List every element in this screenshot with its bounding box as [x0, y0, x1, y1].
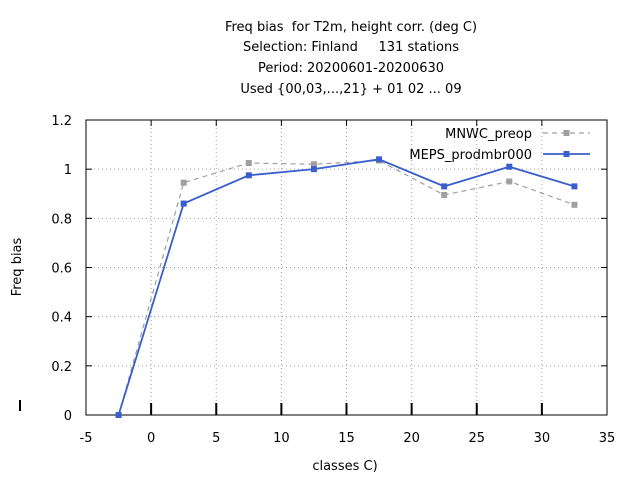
- legend-marker: [563, 151, 570, 157]
- x-tick-label: 30: [534, 431, 551, 446]
- axis-ticks: [86, 120, 607, 415]
- y-tick-label: 0.4: [51, 311, 72, 326]
- series-line: [117, 159, 575, 416]
- data-point: [310, 161, 317, 168]
- title-line-4: Used {00,03,...,21} + 01 02 ... 09: [240, 82, 462, 97]
- y-tick-label: 0: [64, 409, 72, 424]
- data-point: [571, 183, 578, 190]
- x-axis-tick-labels: -5 0 5 10 15 20 25 30 35: [80, 431, 616, 446]
- legend-label: MNWC_preop: [445, 127, 532, 142]
- data-point: [376, 156, 383, 163]
- title-line-3: Period: 20200601-20200630: [257, 61, 445, 76]
- data-point: [441, 183, 448, 190]
- data-point: [310, 166, 317, 173]
- x-axis-title: classes C): [312, 459, 377, 474]
- y-tick-label: 1: [64, 163, 72, 178]
- y-tick-label: 0.6: [51, 262, 72, 277]
- x-tick-label: 20: [403, 431, 420, 446]
- y-tick-label: 0.8: [51, 212, 72, 227]
- grid-lines: [86, 120, 607, 415]
- x-tick-label: 10: [273, 431, 290, 446]
- x-tick-label: 0: [147, 431, 155, 446]
- data-point: [115, 412, 122, 418]
- data-point: [506, 163, 513, 170]
- x-tick-label: -5: [80, 431, 93, 446]
- data-point: [180, 179, 187, 186]
- y-axis-title: Freq bias: [10, 237, 25, 296]
- data-point: [506, 178, 513, 185]
- series-layer: [115, 156, 578, 418]
- legend-label: MEPS_prodmbr000: [409, 148, 532, 163]
- data-point: [245, 160, 252, 167]
- x-tick-label: 15: [338, 431, 355, 446]
- x-tick-label: 35: [599, 431, 616, 446]
- series-line: [117, 158, 575, 416]
- title-line-2: Selection: Finland 131 stations: [243, 40, 459, 55]
- title-line-1: Freq bias for T2m, height corr. (deg C): [224, 20, 478, 35]
- x-tick-label: 5: [212, 431, 220, 446]
- y-axis-tick-labels: 0 0.2 0.4 0.6 0.8 1 1.2: [51, 114, 72, 424]
- data-point: [441, 191, 448, 198]
- legend-marker: [563, 130, 570, 136]
- y-tick-label: 0.2: [51, 360, 72, 375]
- data-point: [245, 172, 252, 179]
- data-point: [571, 201, 578, 208]
- legend: MNWC_preop MEPS_prodmbr000: [409, 127, 590, 163]
- y-tick-label: 1.2: [51, 114, 72, 129]
- data-point: [180, 200, 187, 207]
- x-tick-label: 25: [468, 431, 485, 446]
